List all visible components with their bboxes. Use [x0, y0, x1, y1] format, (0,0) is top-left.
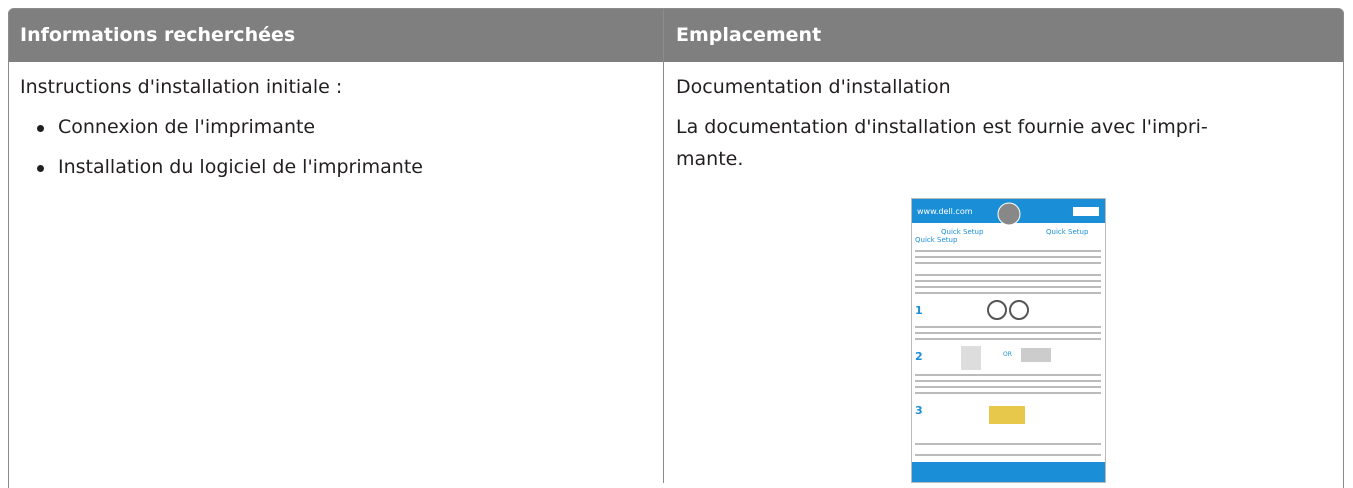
step-number: 3	[915, 404, 923, 417]
icon	[1021, 348, 1051, 362]
sheet	[911, 198, 1106, 483]
header-cell: Informations recherchées	[20, 24, 296, 46]
icon	[1009, 300, 1029, 320]
paragraph-line: mante.	[676, 148, 744, 170]
step-number: 2	[915, 350, 923, 363]
sheet-heading: Quick Setup	[915, 236, 958, 244]
icon	[961, 346, 981, 370]
header-cell: Emplacement	[676, 24, 822, 46]
fine-print	[915, 250, 1101, 456]
sheet-footer	[912, 462, 1105, 482]
paragraph-line: La documentation d'installation est four…	[676, 116, 1208, 138]
cell-title: Documentation d'installation	[676, 76, 951, 98]
quick-setup-thumbnail: www.dell.com Quick Setup Quick Setup Qui…	[911, 198, 1106, 483]
header-row	[8, 8, 1344, 62]
bullet-text: Installation du logiciel de l'imprimante	[58, 156, 423, 178]
cell-text: Instructions d'installation initiale :	[20, 76, 343, 98]
table-frame	[8, 8, 1344, 488]
site: www.dell.com	[917, 207, 973, 216]
bullet	[37, 165, 44, 172]
column-divider	[663, 8, 664, 483]
icon	[987, 300, 1007, 320]
sheet-heading: Quick Setup	[1046, 228, 1089, 236]
screenshot	[989, 406, 1025, 424]
barcode	[1073, 207, 1099, 216]
bullet	[37, 125, 44, 132]
step-number: 1	[915, 304, 923, 317]
logo	[997, 202, 1021, 226]
sheet-heading: Quick Setup	[941, 228, 984, 236]
bullet-text: Connexion de l'imprimante	[58, 116, 316, 138]
or-label: OR	[1003, 351, 1012, 358]
